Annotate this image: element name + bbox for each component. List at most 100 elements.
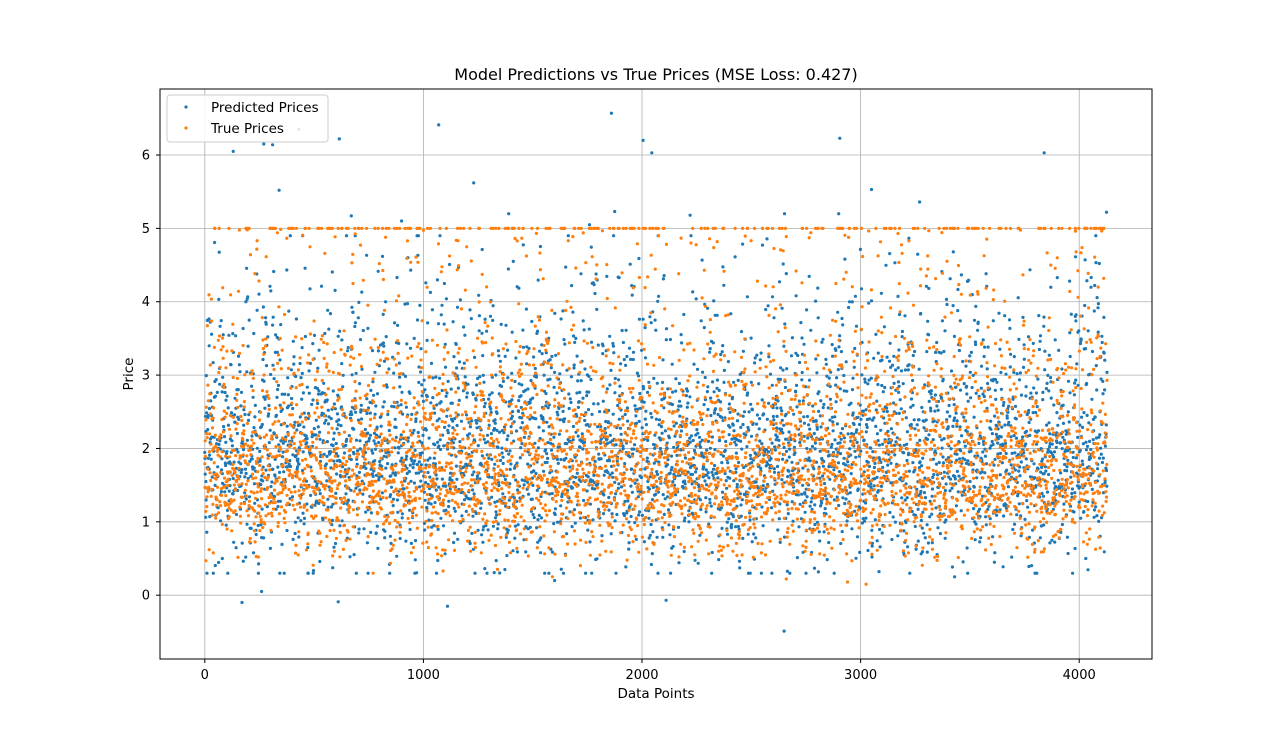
true-point (294, 386, 298, 390)
predicted-point (469, 459, 473, 463)
predicted-point (1047, 421, 1051, 425)
predicted-point (271, 363, 275, 367)
predicted-point (913, 427, 917, 431)
predicted-point (766, 304, 770, 308)
predicted-point (841, 496, 845, 500)
true-point (366, 447, 370, 451)
predicted-point (1054, 445, 1058, 449)
predicted-point (742, 410, 747, 414)
true-point (246, 462, 250, 466)
predicted-point (852, 422, 856, 427)
predicted-point (421, 433, 425, 437)
predicted-point (889, 461, 893, 465)
predicted-point (657, 423, 661, 427)
predicted-point (695, 367, 700, 371)
true-point (341, 547, 345, 552)
predicted-point (659, 438, 663, 442)
predicted-point (677, 381, 682, 386)
chart-title: Model Predictions vs True Prices (MSE Lo… (454, 65, 857, 84)
predicted-point (749, 380, 753, 384)
predicted-point (547, 425, 551, 429)
predicted-point (775, 464, 780, 469)
predicted-point (339, 405, 343, 409)
predicted-point (983, 345, 987, 349)
predicted-point (870, 555, 874, 559)
predicted-point (614, 443, 618, 447)
predicted-point (773, 445, 777, 449)
predicted-point (482, 405, 486, 409)
predicted-point (938, 532, 943, 536)
predicted-point (409, 541, 413, 546)
predicted-point (239, 390, 244, 394)
true-point (311, 357, 315, 361)
predicted-point (250, 457, 254, 461)
predicted-point (937, 460, 941, 465)
predicted-point (682, 549, 686, 554)
predicted-point (1041, 494, 1045, 498)
predicted-point (722, 380, 726, 384)
predicted-point (232, 540, 236, 544)
predicted-point (488, 314, 493, 318)
predicted-point (279, 323, 283, 327)
true-point (209, 478, 213, 483)
predicted-point (523, 388, 528, 392)
true-point (327, 369, 331, 373)
predicted-point (915, 423, 919, 427)
predicted-point (1068, 331, 1072, 335)
predicted-point (661, 358, 665, 362)
predicted-point (1044, 387, 1048, 391)
predicted-point (728, 476, 732, 480)
predicted-point (710, 470, 714, 474)
predicted-point (585, 489, 589, 493)
predicted-point (516, 488, 520, 492)
predicted-point (1085, 381, 1089, 386)
predicted-point (295, 428, 299, 432)
predicted-point (417, 365, 421, 369)
predicted-point (1007, 472, 1011, 476)
predicted-point (1090, 487, 1094, 491)
true-point (313, 378, 317, 382)
true-point (229, 508, 233, 512)
true-point (208, 363, 212, 367)
true-point (219, 433, 223, 437)
predicted-point (353, 321, 357, 325)
predicted-point (384, 466, 388, 470)
true-point (304, 417, 308, 421)
predicted-point (576, 434, 580, 438)
predicted-point (836, 368, 840, 372)
predicted-point (349, 410, 353, 414)
predicted-point (268, 428, 272, 432)
predicted-point (1071, 571, 1075, 575)
predicted-point (1042, 324, 1046, 328)
true-point (338, 464, 342, 468)
predicted-point (533, 441, 537, 445)
predicted-point (913, 349, 917, 354)
true-point (212, 461, 216, 465)
predicted-point (444, 394, 448, 398)
predicted-point (221, 375, 225, 379)
predicted-point (1099, 446, 1103, 450)
predicted-point (1086, 499, 1090, 504)
true-point (348, 448, 352, 452)
predicted-point (918, 200, 922, 204)
true-point (354, 465, 359, 469)
predicted-point (456, 386, 460, 390)
true-point (300, 382, 304, 386)
predicted-point (815, 427, 819, 431)
predicted-point (365, 541, 369, 545)
true-point (227, 515, 231, 519)
true-point (228, 470, 232, 474)
predicted-point (763, 489, 767, 494)
predicted-point (440, 388, 444, 393)
predicted-point (767, 355, 771, 359)
predicted-point (448, 487, 452, 491)
predicted-point (271, 315, 275, 319)
predicted-point (710, 435, 715, 439)
predicted-point (1009, 463, 1013, 467)
predicted-point (784, 412, 788, 416)
predicted-point (264, 364, 269, 368)
predicted-point (276, 504, 280, 509)
predicted-point (1072, 393, 1076, 397)
predicted-point (536, 518, 540, 522)
predicted-point (864, 408, 868, 412)
